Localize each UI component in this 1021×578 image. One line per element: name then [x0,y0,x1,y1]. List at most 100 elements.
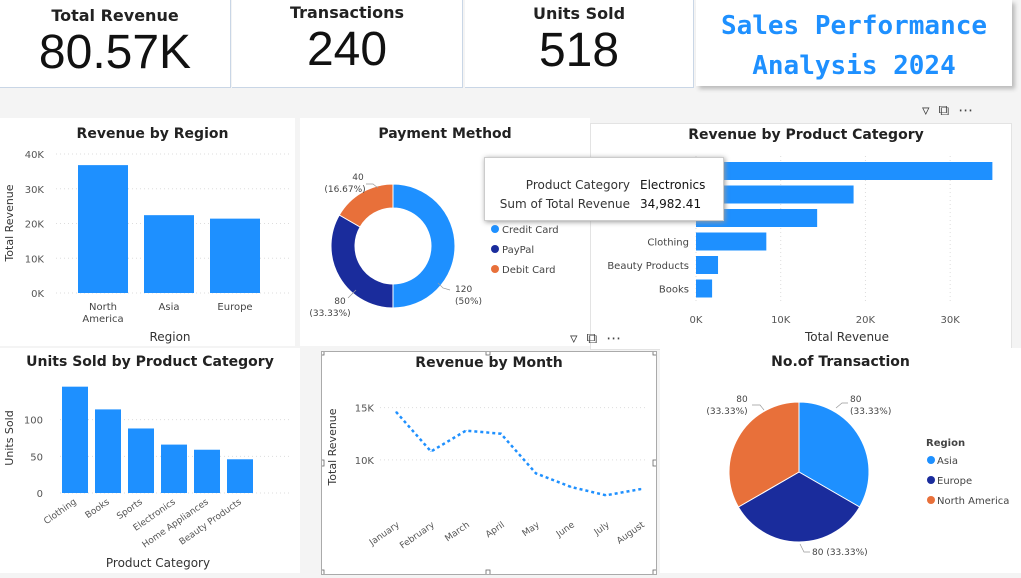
x-tick-label: January [367,520,402,549]
x-tick-label: 0K [690,315,703,326]
filter-icon[interactable]: ▿ [922,101,930,119]
kpi-card-total-revenue[interactable]: Total Revenue 80.57K [0,0,231,88]
filter-icon[interactable]: ▿ [570,329,578,347]
legend-marker [491,225,499,233]
x-axis-title: Total Revenue [804,330,889,344]
resize-handle [319,459,325,467]
data-label: (16.67%) [324,185,365,195]
legend-marker [927,496,935,504]
data-label: (33.33%) [309,309,350,319]
bar [696,232,767,251]
bar [696,256,719,274]
x-tick-label: April [484,520,507,540]
focus-mode-icon[interactable]: ⧉ [938,101,950,119]
payment-method-chart: 120 (50%) 80 (33.33%) 40 (16.67%) Credit Card P… [309,173,558,319]
chart-title: Revenue by Product Category [688,127,924,143]
legend-marker [927,476,935,484]
data-point [640,488,642,490]
tooltip-key: Sum of Total Revenue [499,197,630,211]
resize-handle [319,569,325,577]
x-tick-label: February [398,520,437,551]
tooltip-value: Electronics [640,178,706,192]
revenue-by-month-visual[interactable]: Revenue by Month 10K 15K January February Ma… [319,348,658,577]
leader-line [437,282,451,291]
leader-line [347,289,357,299]
pie-slice [330,214,394,309]
visual-header-toolbar: ▿ ⧉ ⋯ [922,101,973,119]
x-tick-label: 20K [856,315,876,326]
payment-method-visual[interactable]: Payment Method 120 (50%) 80 (33.33%) 40 (16.6… [300,118,590,346]
no-of-transaction-chart: 80 (33.33%) 80 (33.33%) 80 (33.33%) Region Asi… [706,395,1009,558]
resize-handle [652,459,658,467]
bar [78,165,128,293]
pie-slice [798,401,870,508]
chart-title: Revenue by Region [76,126,229,142]
x-tick-label: July [592,520,612,538]
data-label: 120 [455,285,472,295]
bar [227,459,253,493]
bar [95,409,121,493]
y-tick-label: 30K [25,185,45,196]
data-point [535,472,537,474]
report-title-line-1: Sales Performance [720,11,988,41]
kpi-card-units-sold[interactable]: Units Sold 518 [465,0,694,88]
y-tick-label: 10K [25,254,45,265]
tooltip-value: 34,982.41 [640,197,702,211]
kpi-value: 80.57K [38,26,192,79]
units-sold-by-product-category-visual[interactable]: Units Sold by Product Category 0 50 100 Clo… [0,348,300,573]
data-point [430,450,432,452]
data-label: 80 [334,297,346,307]
data-point [605,494,607,496]
legend-label: Debit Card [502,265,555,276]
x-axis-title: Product Category [106,556,210,570]
bar [62,386,88,493]
legend-marker [491,245,499,253]
more-options-icon[interactable]: ⋯ [958,101,974,119]
x-tick-label: March [444,520,472,544]
y-tick-label: 40K [25,150,45,161]
leader-line [752,404,765,411]
kpi-label: Total Revenue [51,6,179,25]
y-tick-label: 100 [24,416,43,427]
revenue-by-product-category-visual[interactable]: Revenue by Product Category 0K 10K 20K 30K E… [590,123,1012,350]
y-tick-label: 10K [355,456,375,467]
pie-slice [728,401,800,508]
y-axis-title: Units Sold [3,410,16,465]
focus-mode-icon[interactable]: ⧉ [586,329,598,347]
chart-title: Units Sold by Product Category [26,354,274,370]
leader-line [799,543,810,553]
x-tick-label: Europe [217,302,252,313]
kpi-card-transactions[interactable]: Transactions 240 [232,0,463,88]
y-tick-label: 0K [31,289,44,300]
resize-handle [485,569,491,577]
resize-handle [652,569,658,577]
x-tick-label: Books [84,497,112,521]
y-axis-title: Total Revenue [3,184,16,262]
y-tick-label: 15K [355,404,375,415]
x-tick-label: Clothing [42,497,78,527]
kpi-label: Units Sold [532,4,626,23]
revenue-by-region-visual[interactable]: Revenue by Region 0K 10K 20K 30K 40K North Ame… [0,118,295,346]
y-tick-label: Books [659,285,689,296]
bar [144,215,194,293]
bar [696,162,993,180]
bar [128,428,154,493]
x-tick-label: August [615,520,647,547]
kpi-value: 518 [538,24,620,77]
chart-title: Revenue by Month [415,355,563,371]
data-point [465,430,467,432]
more-options-icon[interactable]: ⋯ [606,329,622,347]
no-of-transaction-visual[interactable]: No.of Transaction 80 (33.33%) 80 (33.33%) 8… [660,348,1021,573]
pie-slice [338,183,394,228]
x-tick-label: North [89,302,117,313]
leader-line [366,183,379,189]
data-label: (33.33%) [850,407,891,417]
x-tick-label: June [554,520,577,540]
legend-marker [927,456,935,464]
data-label: (50%) [455,297,482,307]
bar [696,209,818,227]
kpi-value: 240 [306,23,388,76]
